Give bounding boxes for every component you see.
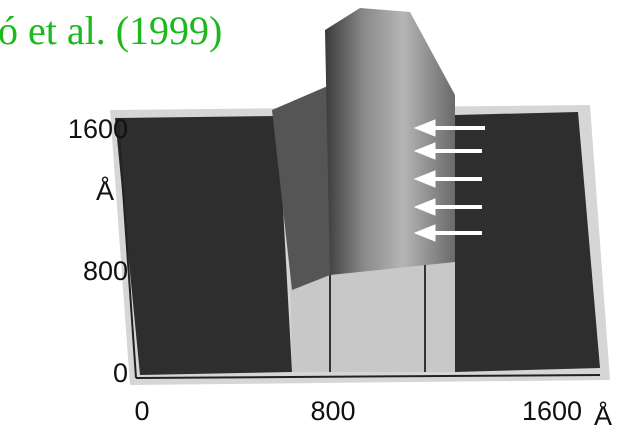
y-tick-label: 0	[113, 358, 128, 388]
caption: ó et al. (1999)	[0, 8, 222, 53]
ridge-side	[272, 85, 330, 290]
y-axis	[117, 117, 137, 379]
x-tick-label: 1600	[522, 396, 582, 426]
y-unit: Å	[96, 175, 114, 206]
y-tick-label: 800	[83, 256, 128, 286]
x-unit: Å	[594, 400, 612, 431]
arrows	[413, 119, 485, 242]
ridge-face	[290, 262, 455, 372]
x-tick-label: 800	[310, 396, 355, 426]
substrate-left	[115, 116, 292, 375]
substrate-right	[455, 112, 600, 372]
y-tick-label: 1600	[68, 114, 128, 144]
x-axis	[135, 374, 601, 379]
x-tick-label: 0	[134, 396, 149, 426]
